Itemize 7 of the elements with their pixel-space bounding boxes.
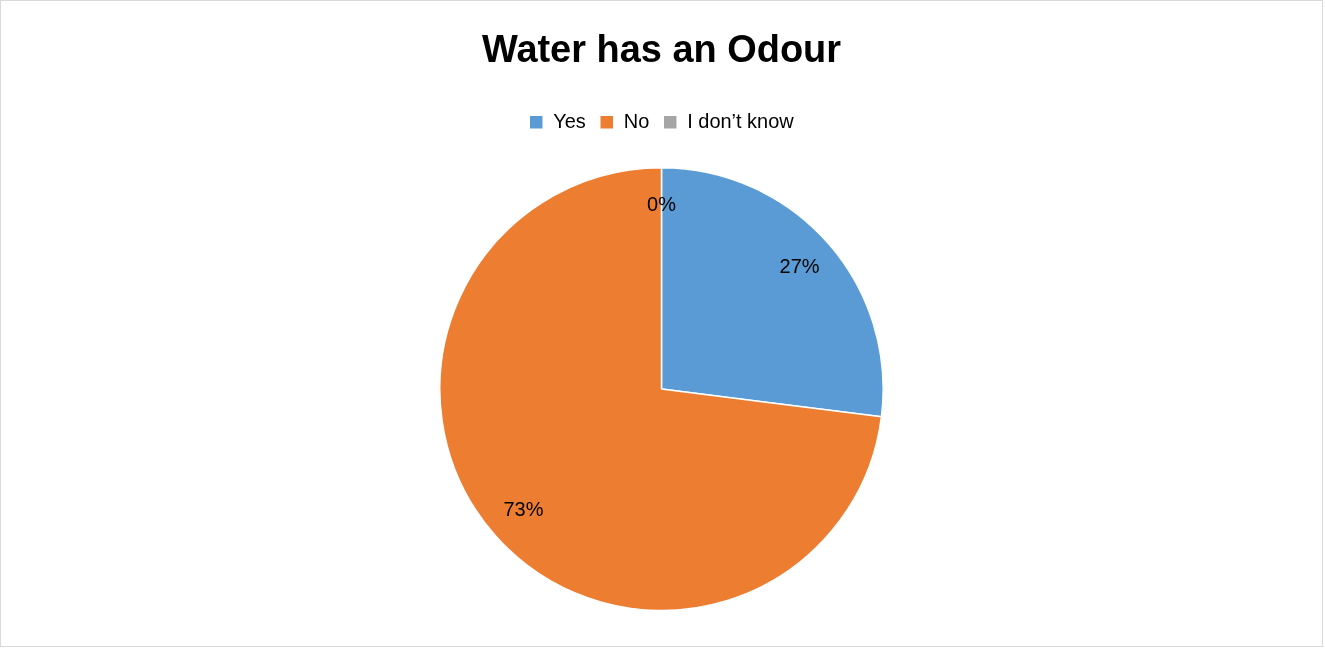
text: 0% [647,192,676,215]
legend-label: Yes [553,109,586,132]
chart-title: Water has an Odour [481,28,842,71]
legend-label: No [623,109,650,132]
data-label: 73% [503,498,544,521]
data-label: 27% [779,255,820,278]
legend-label: I don’t know [687,109,795,132]
